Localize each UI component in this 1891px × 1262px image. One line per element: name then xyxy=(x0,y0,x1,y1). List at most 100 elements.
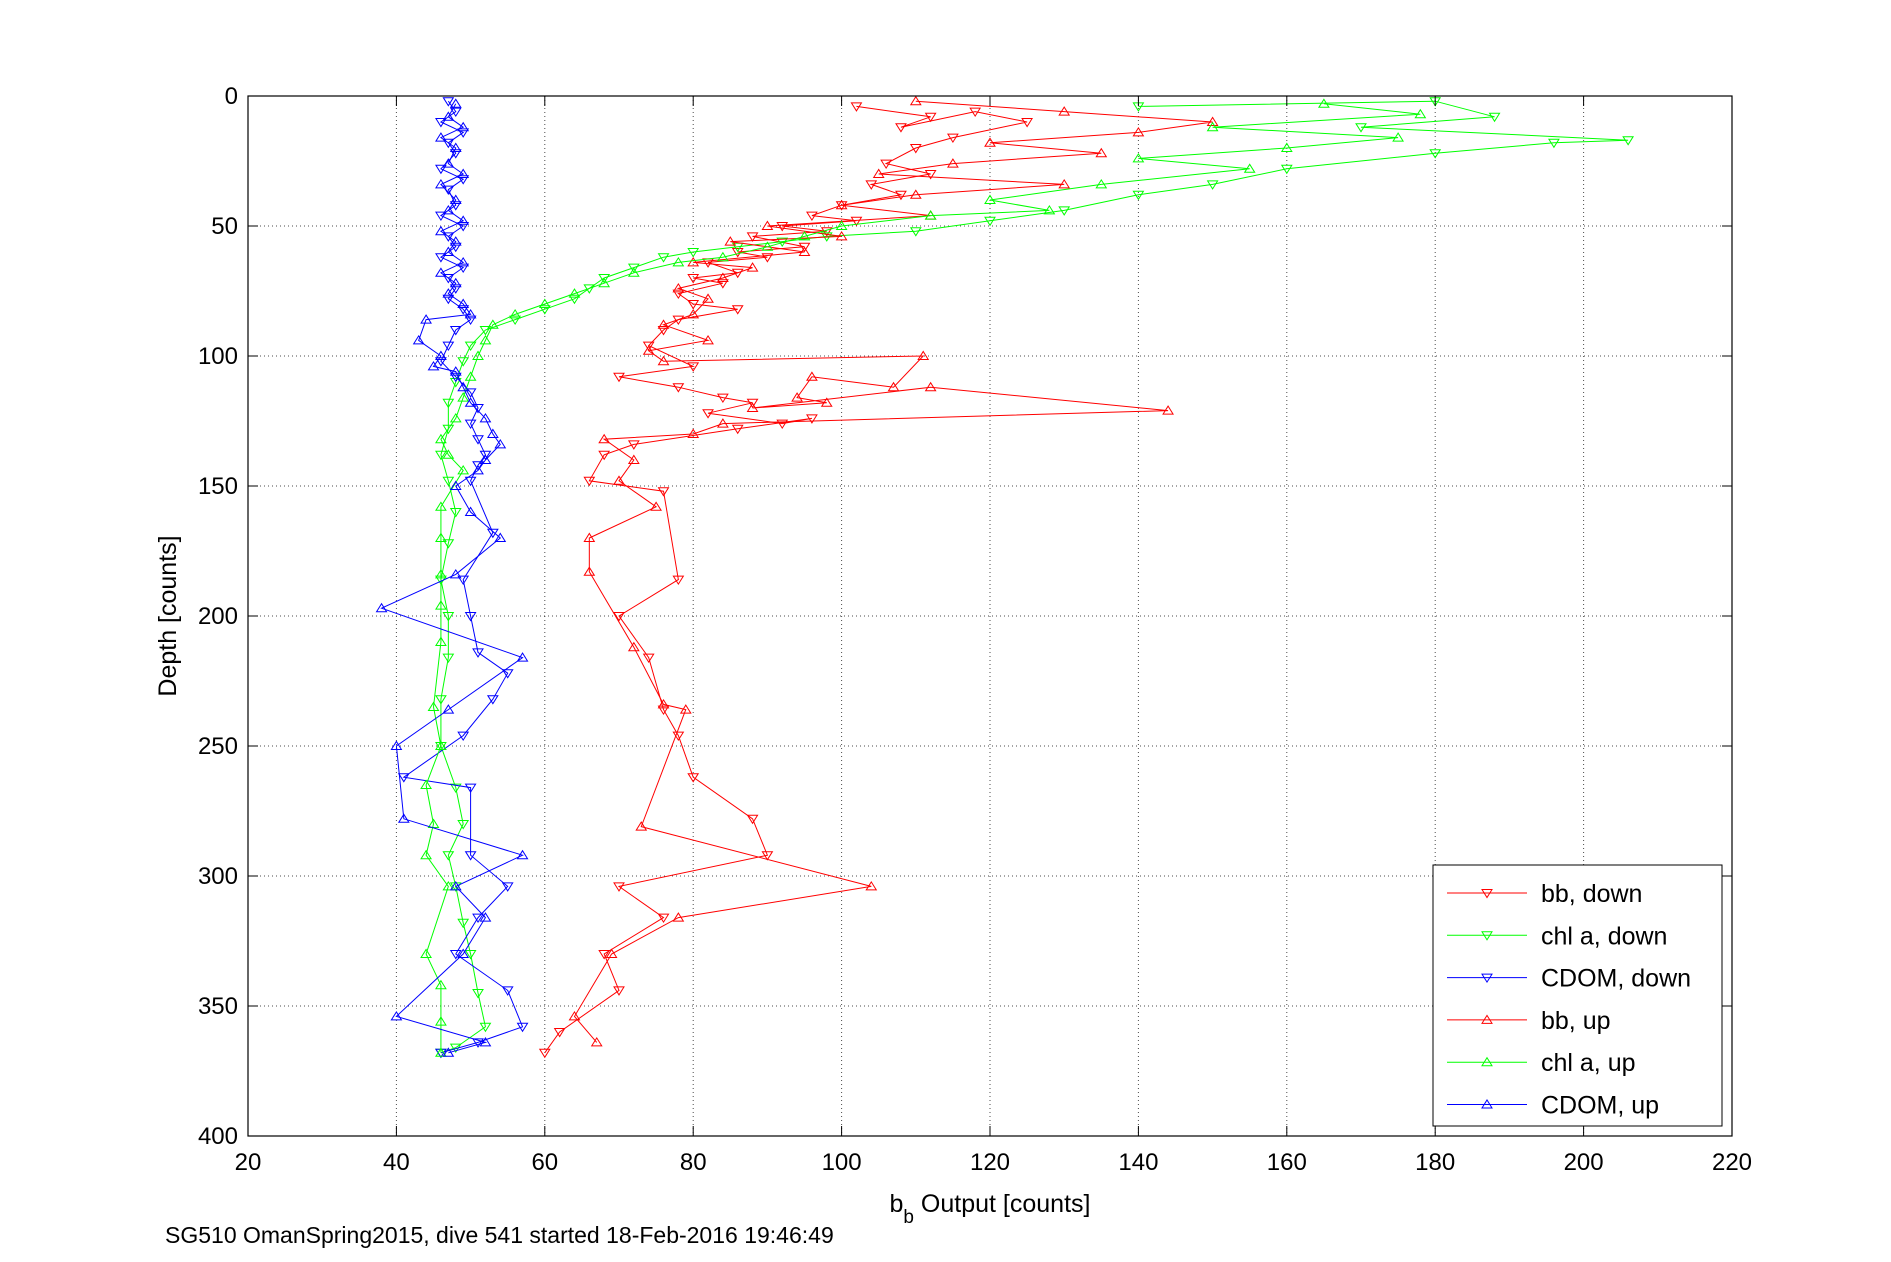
legend-entry: bb, up xyxy=(1447,1007,1611,1035)
y-tick-label: 0 xyxy=(225,83,238,110)
data-point xyxy=(598,433,611,444)
y-tick-label: 100 xyxy=(198,343,238,370)
series-line xyxy=(440,100,1629,1054)
data-point xyxy=(627,267,640,277)
data-point xyxy=(806,414,818,424)
data-point xyxy=(464,308,477,319)
data-point xyxy=(464,397,477,407)
data-point xyxy=(449,107,462,118)
data-point xyxy=(672,575,685,586)
data-point xyxy=(435,1047,447,1057)
data-point xyxy=(969,107,982,118)
data-point xyxy=(1058,106,1071,116)
data-point xyxy=(486,695,499,705)
data-point xyxy=(657,253,670,263)
data-point xyxy=(724,236,737,246)
series-bb-up xyxy=(568,95,1219,1047)
data-point xyxy=(657,319,670,329)
data-point xyxy=(435,211,447,222)
y-tick-label: 300 xyxy=(198,863,238,890)
data-point xyxy=(442,294,455,305)
tick-layer: 20 40 60 80 100 120 140 160 180 200 220 0 50 100 150 20… xyxy=(198,83,1752,1176)
series-cdom-down xyxy=(397,97,529,1059)
data-point xyxy=(746,262,759,272)
data-point xyxy=(449,508,462,518)
data-point xyxy=(442,246,455,256)
data-point xyxy=(516,652,529,662)
data-point xyxy=(1095,147,1108,158)
data-point xyxy=(435,636,447,646)
legend-entry: chl a, down xyxy=(1447,922,1667,950)
data-point xyxy=(464,476,477,487)
series-line xyxy=(380,103,524,1054)
data-point xyxy=(449,242,462,253)
data-point xyxy=(583,476,596,487)
series-line xyxy=(573,100,1213,1043)
data-point xyxy=(457,175,470,185)
data-point xyxy=(435,600,447,610)
data-point xyxy=(613,612,625,622)
data-point xyxy=(472,913,484,924)
data-point xyxy=(672,282,685,293)
x-axis-label-main: b xyxy=(890,1190,904,1218)
data-point xyxy=(420,948,432,958)
data-point xyxy=(435,357,447,367)
data-point xyxy=(427,701,440,711)
data-point xyxy=(464,315,477,326)
data-point xyxy=(1132,190,1145,201)
data-point xyxy=(553,1028,566,1038)
data-point xyxy=(909,144,922,154)
data-point xyxy=(442,539,455,549)
data-point xyxy=(716,393,729,404)
data-point xyxy=(598,450,611,461)
x-tick-label: 120 xyxy=(970,1149,1010,1176)
legend-entry: chl a, up xyxy=(1447,1049,1636,1077)
data-point xyxy=(442,398,455,409)
x-tick-label: 160 xyxy=(1267,1149,1307,1176)
legend-label: bb, down xyxy=(1541,880,1642,908)
series-line xyxy=(425,103,1421,1053)
data-point xyxy=(909,227,922,237)
data-point xyxy=(479,412,492,423)
data-point xyxy=(657,487,670,497)
data-point xyxy=(605,948,618,958)
data-point xyxy=(850,102,863,112)
data-point xyxy=(472,435,484,445)
data-point xyxy=(679,704,692,714)
legend-box xyxy=(1432,864,1723,1127)
data-point xyxy=(420,849,432,860)
data-point xyxy=(917,350,930,360)
data-point xyxy=(687,362,700,372)
data-point xyxy=(472,464,484,475)
data-point xyxy=(501,882,514,892)
data-point xyxy=(435,1016,447,1026)
data-point xyxy=(924,381,937,392)
data-point xyxy=(442,880,455,891)
y-tick-label: 50 xyxy=(211,213,238,240)
data-point xyxy=(435,225,447,236)
data-point xyxy=(627,454,640,464)
data-point xyxy=(1429,149,1442,159)
data-point xyxy=(835,199,848,210)
data-point xyxy=(642,341,655,352)
data-point xyxy=(806,211,818,222)
data-point xyxy=(598,274,611,284)
data-point xyxy=(1243,163,1256,173)
data-point xyxy=(464,851,477,861)
data-point xyxy=(1280,164,1293,175)
data-point xyxy=(1058,178,1071,189)
data-point xyxy=(516,1022,529,1033)
data-point xyxy=(442,97,455,107)
data-point xyxy=(583,532,596,542)
y-tick-label: 200 xyxy=(198,603,238,630)
data-point xyxy=(627,440,640,450)
data-point xyxy=(472,648,484,658)
data-point xyxy=(449,142,462,152)
data-point xyxy=(731,424,744,435)
series-layer xyxy=(375,95,1635,1059)
data-point xyxy=(590,1036,603,1047)
data-point xyxy=(457,392,470,402)
data-point xyxy=(924,210,937,220)
x-axis-label-rest: Output [counts] xyxy=(914,1190,1091,1218)
data-point xyxy=(761,851,774,861)
